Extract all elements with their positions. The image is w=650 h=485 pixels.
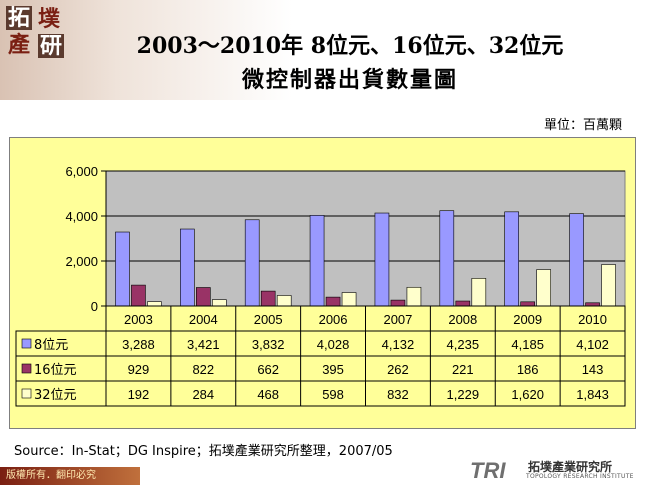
data-value-label: 262	[387, 362, 409, 377]
logo-char-2: 墣	[38, 6, 61, 32]
category-label: 2007	[383, 312, 412, 327]
brand-english-name: TOPOLOGY RESEARCH INSTITUTE	[526, 473, 634, 480]
bar-8bit	[569, 213, 584, 307]
data-value-label: 143	[582, 362, 604, 377]
data-value-label: 3,421	[187, 337, 220, 352]
data-value-label: 186	[517, 362, 539, 377]
bar-16bit	[520, 301, 535, 307]
copyright-notice: 版權所有．翻印必究	[0, 467, 140, 485]
logo-char-3: 產	[8, 32, 31, 58]
data-value-label: 4,185	[511, 337, 544, 352]
brand-logo: TRI 拓墣產業研究所 TOPOLOGY RESEARCH INSTITUTE	[470, 458, 648, 484]
legend-swatch	[21, 338, 32, 349]
data-value-label: 4,102	[576, 337, 609, 352]
bar-32bit	[341, 292, 357, 307]
bar-16bit	[455, 300, 471, 307]
bar-8bit	[374, 212, 390, 307]
legend-swatch	[21, 388, 32, 399]
data-value-label: 662	[257, 362, 279, 377]
header-background	[0, 0, 650, 100]
bar-8bit	[244, 219, 260, 307]
legend-swatch	[21, 363, 32, 374]
data-value-label: 4,235	[447, 337, 480, 352]
source-note: Source：In-Stat；DG Inspire；拓墣產業研究所整理，2007…	[14, 444, 393, 459]
y-tick-label: 2,000	[65, 254, 98, 269]
bar-32bit	[147, 301, 162, 307]
data-value-label: 822	[192, 362, 214, 377]
category-label: 2003	[124, 312, 153, 327]
unit-label: 單位：百萬顆	[543, 118, 622, 133]
bar-8bit	[439, 210, 455, 307]
bar-32bit	[212, 299, 227, 307]
data-value-label: 832	[387, 387, 409, 402]
bar-8bit	[309, 215, 325, 307]
logo-char-1: 拓	[6, 5, 33, 31]
data-value-label: 192	[128, 387, 150, 402]
logo-char-4: 研	[38, 33, 65, 59]
data-value-label: 598	[322, 387, 344, 402]
data-value-label: 395	[322, 362, 344, 377]
chart-title-line2: 微控制器出貨數量圖	[241, 67, 458, 93]
category-label: 2005	[254, 312, 283, 327]
bar-32bit	[276, 295, 292, 307]
bar-8bit	[504, 211, 519, 307]
company-logo: 拓 墣 產 研	[4, 4, 68, 60]
category-label: 2006	[319, 312, 348, 327]
brand-chinese-name: 拓墣產業研究所	[528, 460, 613, 474]
bar-16bit	[260, 290, 276, 307]
bar-32bit	[601, 264, 616, 307]
category-label: 2008	[448, 312, 477, 327]
data-value-label: 4,028	[317, 337, 350, 352]
data-value-label: 929	[128, 362, 150, 377]
bar-16bit	[390, 299, 406, 307]
chart-panel: 0 2,000 4,000 6,000 2003 2004 2005 2006 2007 2008…	[9, 137, 636, 429]
brand-tri: TRI	[470, 458, 506, 483]
bar-32bit	[406, 286, 422, 307]
series-name: 16位元	[34, 363, 77, 378]
bar-32bit	[471, 278, 487, 307]
data-value-label: 4,132	[382, 337, 415, 352]
y-tick-label: 4,000	[65, 209, 98, 224]
data-value-label: 468	[257, 387, 279, 402]
data-value-label: 284	[192, 387, 214, 402]
data-value-label: 1,229	[447, 387, 480, 402]
data-value-label: 3,832	[252, 337, 285, 352]
bar-16bit	[196, 287, 211, 307]
bar-8bit	[115, 231, 130, 307]
series-name: 32位元	[34, 388, 77, 403]
bar-16bit	[325, 296, 341, 307]
bar-chart: 0 2,000 4,000 6,000 2003 2004 2005 2006 2007 2008…	[15, 164, 626, 407]
bar-32bit	[536, 269, 551, 307]
series-name: 8位元	[34, 338, 68, 353]
category-label: 2010	[578, 312, 607, 327]
y-tick-label: 6,000	[65, 164, 98, 179]
bar-8bit	[180, 228, 195, 307]
y-tick-label: 0	[91, 299, 98, 314]
data-value-label: 3,288	[122, 337, 155, 352]
data-value-label: 1,620	[511, 387, 544, 402]
data-value-label: 221	[452, 362, 474, 377]
bar-16bit	[131, 284, 146, 307]
category-label: 2004	[189, 312, 218, 327]
chart-title-line1: 2003～2010年 8位元、16位元、32位元	[136, 33, 564, 59]
data-value-label: 1,843	[576, 387, 609, 402]
category-label: 2009	[513, 312, 542, 327]
